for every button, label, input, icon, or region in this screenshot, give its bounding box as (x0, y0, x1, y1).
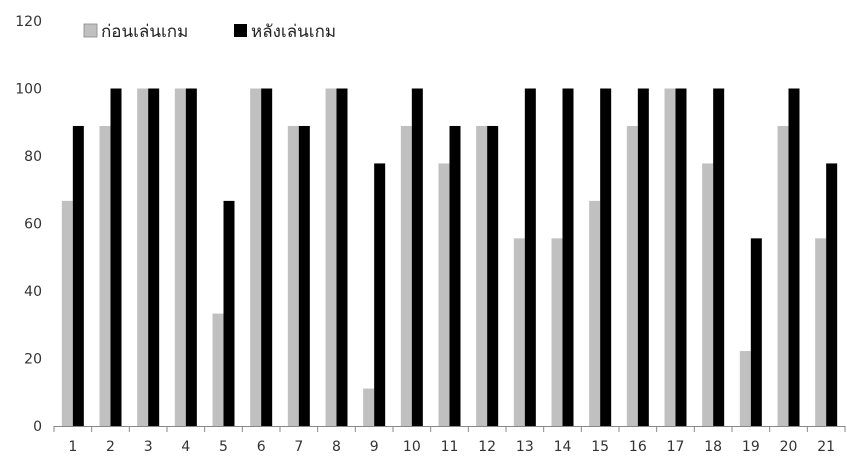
legend: ก่อนเล่นเกม หลังเล่นเกม (83, 22, 336, 42)
bar-after-4 (185, 88, 197, 426)
x-tick-label: 19 (742, 439, 760, 455)
bar-after-11 (449, 125, 461, 427)
bar-after-2 (110, 88, 122, 426)
bar-after-7 (298, 125, 310, 427)
x-tick-label: 1 (68, 439, 77, 455)
bar-before-1 (61, 200, 73, 426)
x-axis: 1 2 3 4 5 6 7 8 9 10 11 12 13 14 15 16 17 18 19 20 21 (53, 426, 846, 455)
bar-before-21 (815, 238, 827, 426)
bar-after-14 (562, 88, 574, 426)
x-tick-label: 14 (554, 439, 572, 455)
x-tick-label: 5 (219, 439, 228, 455)
x-tick-label: 12 (478, 439, 496, 455)
bar-before-14 (551, 238, 563, 426)
x-tick-label: 21 (817, 439, 835, 455)
bar-after-1 (72, 125, 84, 427)
x-tick-label: 10 (403, 439, 421, 455)
x-tick-label: 18 (704, 439, 722, 455)
bar-before-4 (174, 88, 186, 426)
bar-after-19 (750, 238, 762, 426)
bar-after-9 (374, 163, 386, 427)
x-tick-label: 20 (780, 439, 798, 455)
y-tick-label: 120 (15, 14, 42, 30)
bars-group (61, 88, 838, 427)
bar-after-12 (487, 125, 499, 427)
x-tick-label: 4 (181, 439, 190, 455)
x-tick-label: 9 (370, 439, 379, 455)
bar-before-18 (702, 163, 714, 427)
bar-before-2 (99, 125, 111, 427)
bar-before-15 (589, 200, 601, 426)
legend-label-before: ก่อนเล่นเกม (101, 22, 188, 42)
bar-before-6 (250, 88, 262, 426)
bar-before-7 (287, 125, 299, 427)
x-tick-label: 13 (516, 439, 534, 455)
bar-before-9 (363, 388, 375, 426)
bar-after-10 (411, 88, 423, 426)
y-tick-label: 0 (33, 419, 42, 435)
bar-after-17 (675, 88, 687, 426)
legend-swatch-before (83, 23, 98, 38)
y-tick-label: 20 (24, 352, 42, 368)
bar-after-8 (336, 88, 348, 426)
x-tick-label: 11 (441, 439, 459, 455)
bar-before-19 (739, 351, 751, 426)
bar-after-18 (713, 88, 725, 426)
bar-before-13 (513, 238, 525, 426)
x-tick-label: 6 (257, 439, 266, 455)
bar-after-6 (261, 88, 273, 426)
x-tick-label: 8 (332, 439, 341, 455)
x-tick-label: 2 (106, 439, 115, 455)
bar-after-13 (524, 88, 536, 426)
y-tick-label: 100 (15, 82, 42, 98)
y-tick-label: 80 (24, 149, 42, 165)
y-axis: 0 20 40 60 80 100 120 (15, 14, 42, 435)
bar-after-5 (223, 200, 235, 426)
bar-after-3 (148, 88, 160, 426)
x-tick-label: 17 (667, 439, 685, 455)
bar-before-5 (212, 313, 224, 426)
x-tick-label: 15 (591, 439, 609, 455)
bar-before-20 (777, 125, 789, 427)
bar-before-3 (137, 88, 149, 426)
x-tick-label: 7 (294, 439, 303, 455)
bar-after-16 (637, 88, 649, 426)
bar-after-21 (826, 163, 838, 427)
x-tick-label: 16 (629, 439, 647, 455)
x-tick-label: 3 (144, 439, 153, 455)
bar-after-20 (788, 88, 800, 426)
legend-label-after: หลังเล่นเกม (251, 22, 336, 42)
bar-before-17 (664, 88, 676, 426)
bar-before-10 (400, 125, 412, 427)
bar-after-15 (600, 88, 612, 426)
bar-before-16 (626, 125, 638, 427)
y-tick-label: 40 (24, 284, 42, 300)
legend-swatch-after (234, 24, 247, 37)
y-tick-label: 60 (24, 217, 42, 233)
bar-before-12 (476, 125, 488, 427)
bar-before-11 (438, 163, 450, 427)
bar-before-8 (325, 88, 337, 426)
